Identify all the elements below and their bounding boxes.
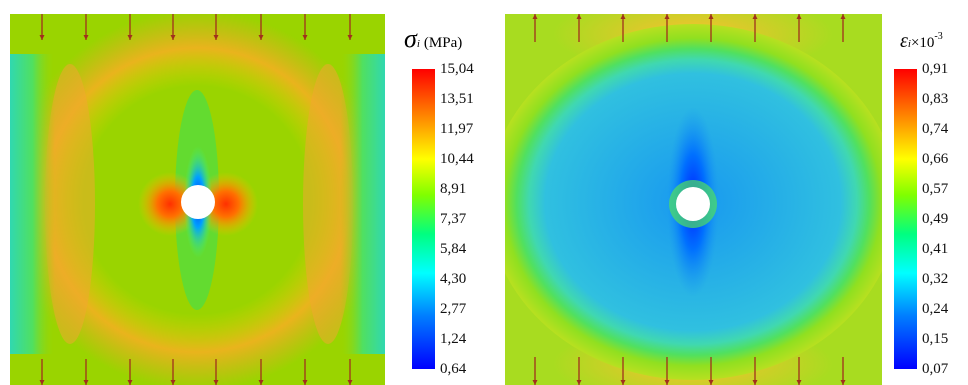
stress-tick-label: 10,44	[440, 151, 474, 167]
strain-multiplier: ×10	[910, 35, 935, 51]
load-arrowhead	[796, 380, 802, 385]
load-arrowhead	[302, 380, 308, 385]
strain-tick-label: 0,66	[922, 151, 949, 167]
load-arrowhead	[127, 380, 133, 385]
load-arrowhead	[796, 14, 802, 19]
strain-tick-label: 0,74	[922, 121, 949, 137]
stress-colorbar	[412, 69, 435, 369]
load-arrowhead	[39, 35, 45, 40]
load-arrowhead	[258, 380, 264, 385]
strain-tick-label: 0,91	[922, 61, 949, 77]
strain-tick-label: 0,83	[922, 91, 949, 107]
load-arrowhead	[302, 35, 308, 40]
bottom-load-arrows	[532, 357, 846, 385]
strain-tick-label: 0,32	[922, 271, 949, 287]
stress-tick-label: 2,77	[440, 301, 467, 317]
load-arrowhead	[708, 380, 714, 385]
strain-tick-label: 0,15	[922, 331, 949, 347]
load-arrowhead	[664, 14, 670, 19]
stress-colorbar-title: σi (MPa)	[404, 24, 462, 54]
load-arrowhead	[664, 380, 670, 385]
bottom-load-arrows	[39, 359, 353, 385]
load-arrowhead	[620, 380, 626, 385]
strain-colorbar-title: εi×10-3	[900, 30, 943, 53]
load-arrowhead	[752, 14, 758, 19]
stress-subscript: i	[416, 38, 420, 50]
stress-tick-label: 13,51	[440, 91, 474, 107]
stress-tick-label: 15,04	[440, 61, 474, 77]
load-arrowhead	[620, 14, 626, 19]
stress-tick-label: 11,97	[440, 121, 474, 137]
load-arrowhead	[576, 380, 582, 385]
load-arrowhead	[170, 35, 176, 40]
stress-tick-label: 0,64	[440, 361, 467, 377]
stress-tick-label: 1,24	[440, 331, 467, 347]
strain-subscript: i	[907, 38, 911, 50]
load-arrowhead	[83, 380, 89, 385]
load-arrowhead	[347, 35, 353, 40]
hole	[181, 185, 215, 219]
load-arrowhead	[576, 14, 582, 19]
load-arrowhead	[83, 35, 89, 40]
stress-unit: (MPa)	[423, 35, 463, 51]
strain-symbol: ε	[900, 30, 908, 52]
strain-tick-label: 0,49	[922, 211, 949, 227]
load-arrowhead	[213, 35, 219, 40]
load-arrowhead	[347, 380, 353, 385]
load-arrowhead	[840, 14, 846, 19]
load-arrowhead	[127, 35, 133, 40]
load-arrowhead	[532, 14, 538, 19]
stress-contour-plot	[10, 14, 385, 385]
stress-tick-label: 4,30	[440, 271, 467, 287]
strain-exponent: -3	[934, 31, 943, 42]
strain-tick-label: 0,24	[922, 301, 949, 317]
load-arrowhead	[213, 380, 219, 385]
load-arrowhead	[258, 35, 264, 40]
stress-tick-label: 7,37	[440, 211, 467, 227]
load-arrowhead	[840, 380, 846, 385]
strain-contour-plot	[505, 14, 882, 385]
strain-tick-label: 0,57	[922, 181, 949, 197]
stress-tick-label: 8,91	[440, 181, 467, 197]
load-arrowhead	[39, 380, 45, 385]
load-arrowhead	[708, 14, 714, 19]
strain-colorbar	[894, 69, 917, 369]
load-arrowhead	[170, 380, 176, 385]
load-arrowhead	[532, 380, 538, 385]
top-load-arrows	[532, 14, 846, 42]
strain-tick-label: 0,41	[922, 241, 949, 257]
hole	[676, 187, 710, 221]
strain-tick-label: 0,07	[922, 361, 949, 377]
load-arrowhead	[752, 380, 758, 385]
stress-tick-label: 5,84	[440, 241, 467, 257]
top-load-arrows	[39, 14, 353, 40]
stress-symbol: σ	[404, 24, 417, 53]
